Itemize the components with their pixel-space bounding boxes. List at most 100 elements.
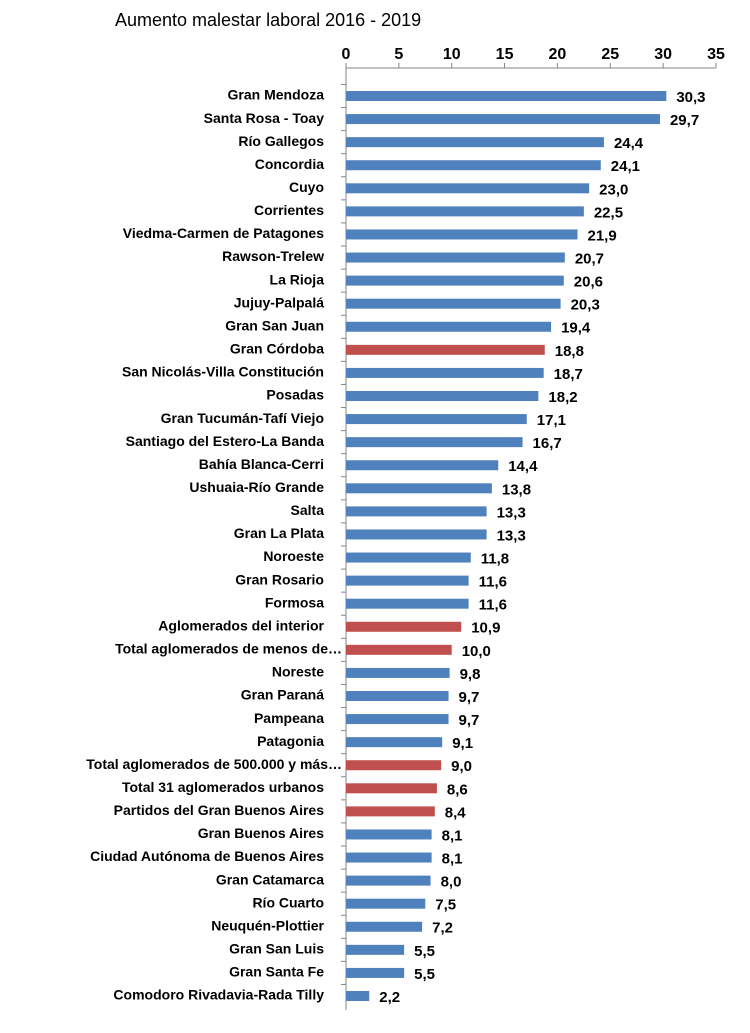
bar xyxy=(346,183,590,194)
y-tick-label: Bahía Blanca-Cerri xyxy=(199,456,324,472)
data-label: 30,3 xyxy=(676,89,705,106)
y-tick-label: Gran La Plata xyxy=(234,525,324,541)
data-label: 11,6 xyxy=(479,597,507,614)
y-tick-label: Río Gallegos xyxy=(238,133,324,149)
y-tick-label: Comodoro Rivadavia-Rada Tilly xyxy=(113,987,324,1003)
data-label: 18,2 xyxy=(548,389,577,406)
bar xyxy=(346,552,471,563)
y-tick-label: Viedma-Carmen de Patagones xyxy=(123,225,324,241)
data-label: 10,9 xyxy=(471,620,500,637)
data-label: 8,1 xyxy=(442,851,463,868)
x-tick-label: 35 xyxy=(707,46,725,63)
y-tick-label: Gran Santa Fe xyxy=(229,964,324,980)
y-tick-label: Ushuaia-Río Grande xyxy=(189,479,324,495)
bar xyxy=(346,437,523,448)
bar xyxy=(346,137,604,148)
x-tick-label: 10 xyxy=(443,46,461,63)
bar xyxy=(346,160,601,171)
bar xyxy=(346,91,667,101)
y-tick-label: Formosa xyxy=(265,594,324,610)
bar xyxy=(346,667,450,678)
y-tick-label: Aglomerados del interior xyxy=(158,617,324,633)
bar xyxy=(346,206,584,217)
x-tick-label: 25 xyxy=(601,46,619,63)
data-label: 8,4 xyxy=(445,804,467,821)
y-tick-label: Neuquén-Plottier xyxy=(211,917,324,933)
bar xyxy=(346,506,487,517)
data-label: 9,1 xyxy=(452,735,473,752)
bar xyxy=(346,229,578,240)
data-label: 9,7 xyxy=(459,689,480,706)
y-tick-label: Partidos del Gran Buenos Aires xyxy=(114,802,325,818)
data-label: 23,0 xyxy=(599,181,628,198)
y-tick-label: Jujuy-Palpalá xyxy=(234,294,324,310)
data-label: 29,7 xyxy=(670,112,699,129)
bar xyxy=(346,944,405,955)
bar xyxy=(346,252,565,263)
y-tick-label: Total 31 aglomerados urbanos xyxy=(122,779,324,795)
bar xyxy=(346,806,435,817)
y-tick-label: La Rioja xyxy=(270,271,325,287)
bar xyxy=(346,644,452,655)
bar xyxy=(346,598,469,609)
data-label: 2,2 xyxy=(379,989,400,1006)
data-label: 21,9 xyxy=(588,227,617,244)
x-tick-label: 5 xyxy=(394,46,403,63)
y-tick-label: Gran Catamarca xyxy=(216,871,324,887)
bar xyxy=(346,621,462,632)
y-tick-label: Gran Rosario xyxy=(235,571,324,587)
y-tick-label: Gran Paraná xyxy=(241,687,324,703)
y-tick-label: Gran San Luis xyxy=(229,941,324,957)
bar xyxy=(346,414,527,425)
y-tick-label: Gran Córdoba xyxy=(230,341,324,357)
bar xyxy=(346,760,442,771)
bar xyxy=(346,321,552,332)
y-tick-label: Gran Mendoza xyxy=(228,87,325,103)
y-tick-label: Ciudad Autónoma de Buenos Aires xyxy=(90,848,324,864)
y-tick-label: Gran Tucumán-Tafí Viejo xyxy=(161,410,324,426)
data-label: 20,3 xyxy=(571,297,600,314)
bar xyxy=(346,529,487,540)
y-tick-label: Salta xyxy=(291,502,325,518)
bar xyxy=(346,875,431,886)
y-tick-label: Concordia xyxy=(255,156,324,172)
bar xyxy=(346,967,405,978)
y-tick-label: Corrientes xyxy=(254,202,324,218)
data-label: 13,3 xyxy=(497,527,526,544)
y-tick-label: San Nicolás-Villa Constitución xyxy=(122,364,324,380)
data-label: 22,5 xyxy=(594,204,623,221)
bar xyxy=(346,483,492,494)
data-label: 17,1 xyxy=(537,412,566,429)
y-tick-label: Santiago del Estero-La Banda xyxy=(126,433,325,449)
data-label: 16,7 xyxy=(533,435,562,452)
y-tick-label: Gran Buenos Aires xyxy=(198,825,325,841)
bar xyxy=(346,691,449,701)
bar xyxy=(346,714,449,725)
data-label: 8,0 xyxy=(441,874,462,891)
data-label: 18,7 xyxy=(554,366,583,383)
data-label: 7,5 xyxy=(435,897,456,914)
x-tick-label: 20 xyxy=(549,46,567,63)
bar xyxy=(346,344,545,355)
y-tick-label: Río Cuarto xyxy=(252,894,324,910)
bar xyxy=(346,367,544,378)
y-tick-label: Total aglomerados de menos de… xyxy=(115,641,342,657)
data-label: 9,7 xyxy=(459,712,480,729)
bar xyxy=(346,737,443,748)
y-tick-label: Rawson-Trelew xyxy=(222,248,324,264)
y-tick-label: Posadas xyxy=(266,387,324,403)
bar xyxy=(346,298,561,309)
data-label: 13,8 xyxy=(502,481,531,498)
bar xyxy=(346,391,539,401)
bar xyxy=(346,783,437,794)
data-label: 19,4 xyxy=(561,320,591,337)
data-label: 20,7 xyxy=(575,251,604,268)
data-label: 20,6 xyxy=(574,274,603,291)
data-label: 8,1 xyxy=(442,827,463,844)
bar xyxy=(346,460,499,471)
bar xyxy=(346,275,564,286)
bar xyxy=(346,898,426,909)
bar xyxy=(346,991,370,1001)
bar xyxy=(346,575,469,586)
